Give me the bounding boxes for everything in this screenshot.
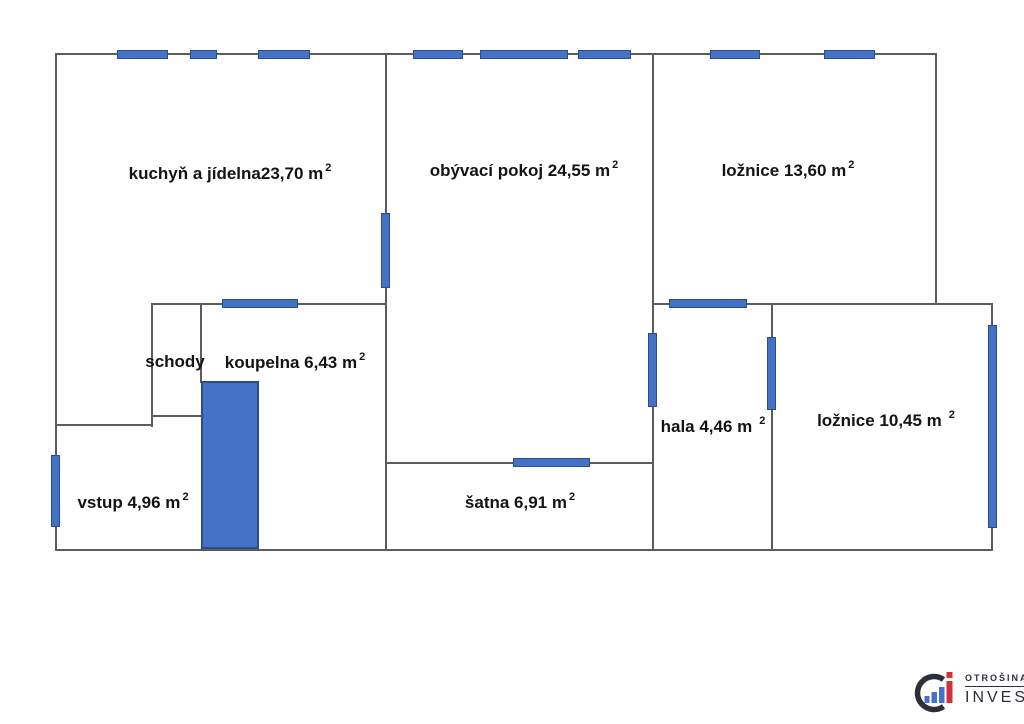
wall-stairs-right [200, 303, 202, 383]
logo-mark-icon [914, 672, 953, 713]
room-name: kuchyň a jídelna23,70 m [128, 164, 324, 183]
wall-stairs-left [151, 303, 153, 427]
square-meter-sup: 2 [948, 409, 955, 421]
window-livingroom-2 [480, 50, 568, 59]
room-name: šatna 6,91 m [464, 493, 567, 512]
square-meter-sup: 2 [359, 351, 366, 363]
window-livingroom-1 [413, 50, 463, 59]
wall-outer-right-upper [935, 53, 937, 305]
square-meter-sup: 2 [325, 162, 332, 174]
window-bathroom-top [222, 299, 298, 308]
stairs-block [201, 381, 259, 549]
window-hall-left-wall [648, 333, 657, 407]
wall-livingroom-right [652, 53, 654, 551]
wall-outer-bottom [55, 549, 993, 551]
wall-outer-left [55, 53, 57, 551]
room-label-stairs: schody [145, 352, 207, 372]
room-label-bedroom10: ložnice 10,45 m 2 [817, 409, 955, 431]
wall-hall-bedroom10 [771, 303, 773, 551]
window-hall-right-wall [767, 337, 776, 410]
square-meter-sup: 2 [182, 491, 189, 503]
room-name: koupelna 6,43 m [224, 353, 358, 372]
logo-company-name: OTROŠINA [965, 673, 1024, 687]
room-name: obývací pokoj 24,55 m [429, 161, 611, 180]
square-meter-sup: 2 [759, 415, 766, 427]
window-livingroom-left-wall [381, 213, 390, 288]
room-name: ložnice 10,45 m [817, 411, 942, 430]
room-name: schody [145, 352, 205, 371]
wall-entry-top [55, 424, 153, 426]
room-label-hall: hala 4,46 m 2 [660, 415, 766, 437]
window-bedroom13-2 [824, 50, 875, 59]
window-closet-top [513, 458, 590, 467]
company-logo: OTROŠINA INVEST [914, 663, 1024, 717]
wall-livingroom-left [385, 53, 387, 551]
window-bedroom10-right-wall [988, 325, 997, 528]
window-kitchen-2 [190, 50, 217, 59]
window-hall-top [669, 299, 747, 308]
wall-stairs-bottom [151, 415, 202, 417]
room-name: hala 4,46 m [660, 417, 753, 436]
window-livingroom-3 [578, 50, 631, 59]
square-meter-sup: 2 [612, 159, 619, 171]
window-entry-left-wall [51, 455, 60, 527]
square-meter-sup: 2 [848, 159, 855, 171]
room-name: vstup 4,96 m [77, 493, 181, 512]
window-kitchen-3 [258, 50, 310, 59]
window-kitchen-1 [117, 50, 168, 59]
wall-bedroom13-bottom [652, 303, 993, 305]
logo-division-name: INVEST [965, 689, 1024, 706]
logo-text: OTROŠINA INVEST [965, 673, 1024, 707]
square-meter-sup: 2 [568, 491, 576, 503]
window-bedroom13-1 [710, 50, 760, 59]
room-name: ložnice 13,60 m [721, 161, 847, 180]
